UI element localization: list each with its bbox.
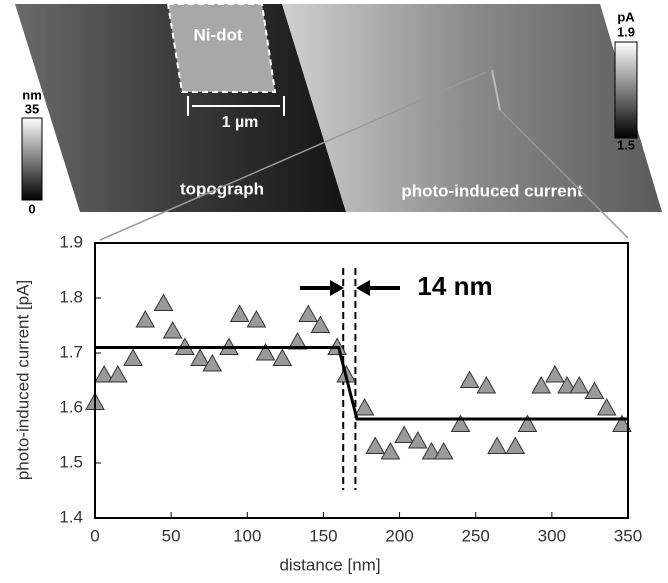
triangle-point [598, 399, 616, 415]
triangle-point [506, 438, 524, 454]
arrow-head [330, 280, 344, 296]
right-caption: photo-induced current [401, 181, 583, 200]
x-tick-label: 100 [233, 526, 261, 545]
figure: Ni-dot 1 µm topograph photo-induced curr… [0, 0, 668, 578]
triangle-point [164, 322, 182, 338]
triangle-point [395, 427, 413, 443]
right-colorbar [615, 42, 637, 138]
triangle-point [461, 372, 479, 388]
triangle-point [488, 438, 506, 454]
ni-dot-label: Ni-dot [193, 25, 242, 44]
triangle-point [231, 306, 249, 322]
colorbar-unit: pA [617, 9, 635, 24]
triangle-point [381, 443, 399, 459]
x-axis-title: distance [nm] [279, 555, 380, 574]
triangle-point [366, 438, 384, 454]
triangle-point [247, 311, 265, 327]
x-tick-label: 200 [385, 526, 413, 545]
x-tick-label: 150 [309, 526, 337, 545]
colorbar-min: 1.5 [617, 137, 635, 152]
triangle-point [356, 399, 374, 415]
colorbar-max: 35 [25, 101, 39, 116]
triangle-point [155, 295, 173, 311]
y-tick-label: 1.5 [59, 452, 83, 471]
triangle-point [273, 350, 291, 366]
x-tick-label: 0 [90, 526, 99, 545]
y-tick-label: 1.4 [59, 507, 83, 526]
y-tick-label: 1.9 [59, 232, 83, 251]
y-axis-title: photo-induced current [pA] [13, 280, 32, 480]
triangle-point [299, 306, 317, 322]
plot: 1.4 1.5 1.6 1.7 1.8 1.9 0 50 100 150 200 250 300 350 [59, 232, 642, 545]
colorbar-max: 1.9 [617, 24, 635, 39]
triangle-point [191, 350, 209, 366]
y-tick-label: 1.7 [59, 342, 83, 361]
scale-label: 1 µm [222, 114, 259, 131]
left-caption: topograph [180, 179, 264, 198]
x-tick-label: 300 [538, 526, 566, 545]
y-tick-label: 1.8 [59, 287, 83, 306]
colorbar-min: 0 [28, 201, 35, 216]
gap-annotation: 14 nm [417, 271, 492, 301]
triangle-point [570, 377, 588, 393]
colorbar-unit: nm [22, 87, 42, 102]
triangle-point [546, 366, 564, 382]
ni-dot-outline [168, 4, 275, 92]
left-colorbar [22, 118, 42, 200]
triangle-point [124, 350, 142, 366]
triangle-point [136, 311, 154, 327]
y-tick-label: 1.6 [59, 397, 83, 416]
triangle-point [585, 383, 603, 399]
x-tick-label: 50 [162, 526, 181, 545]
arrow-head [356, 280, 370, 296]
triangle-point [109, 366, 127, 382]
triangle-point [477, 377, 495, 393]
x-tick-label: 250 [462, 526, 490, 545]
triangle-point [435, 443, 453, 459]
x-tick-label: 350 [614, 526, 642, 545]
